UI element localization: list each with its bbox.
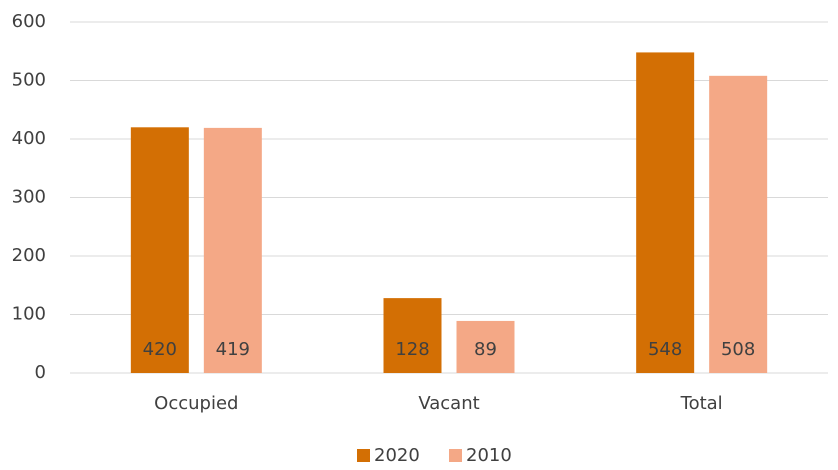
y-tick-label: 200 (12, 245, 46, 266)
y-tick-label: 300 (12, 187, 46, 208)
y-tick-label: 400 (12, 128, 46, 149)
legend-swatch (449, 449, 462, 462)
value-label: 89 (474, 339, 497, 360)
bar (709, 75, 768, 373)
x-tick-label: Vacant (418, 393, 479, 414)
y-tick-label: 0 (35, 362, 46, 383)
value-label: 419 (216, 339, 250, 360)
legend-swatch (357, 449, 370, 462)
y-tick-label: 600 (12, 11, 46, 32)
legend-label: 2020 (374, 445, 420, 466)
value-label: 508 (721, 339, 755, 360)
bar (130, 127, 189, 373)
x-tick-label: Occupied (154, 393, 238, 414)
value-label: 128 (395, 339, 429, 360)
value-label: 420 (143, 339, 177, 360)
value-label: 548 (648, 339, 682, 360)
y-tick-label: 500 (12, 70, 46, 91)
bar (203, 127, 262, 373)
legend-label: 2010 (466, 445, 512, 466)
bar (636, 52, 695, 374)
bar (383, 298, 442, 373)
y-tick-label: 100 (12, 304, 46, 325)
x-tick-label: Total (680, 393, 723, 414)
bar (456, 320, 515, 373)
